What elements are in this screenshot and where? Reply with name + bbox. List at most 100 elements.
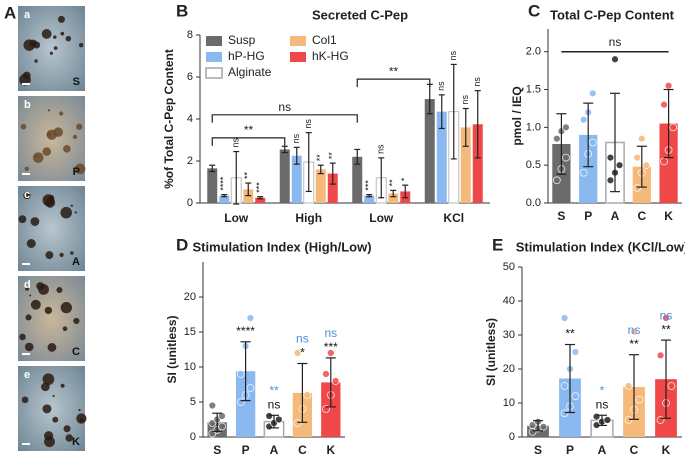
data-point [571, 392, 580, 401]
islet [60, 301, 72, 314]
y-tick-label: 1.0 [526, 121, 541, 133]
islet [73, 317, 80, 325]
data-point [539, 422, 548, 431]
y-axis-label: SI (unitless) [165, 315, 179, 383]
y-tick-label: 10 [184, 361, 196, 373]
significance: **** [219, 176, 229, 191]
data-point [293, 349, 302, 357]
error-bar [305, 132, 312, 193]
bar [436, 111, 447, 203]
error-bar [438, 94, 445, 130]
error-bar [209, 164, 216, 173]
y-tick-label: 10 [503, 397, 515, 409]
error-bar [269, 414, 279, 429]
islet [47, 109, 51, 112]
islet [26, 239, 36, 248]
y-tick-label: 30 [503, 329, 515, 341]
data-point [606, 153, 615, 162]
error-bar [636, 145, 647, 188]
significance: ** [629, 337, 639, 351]
y-tick-label: 4 [187, 113, 193, 125]
error-bar [317, 164, 324, 175]
x-tick-label: High [295, 211, 322, 225]
y-tick-label: 50 [503, 261, 515, 273]
x-tick-label: K [326, 443, 335, 457]
image-letter: e [24, 369, 30, 381]
error-bar [240, 341, 251, 402]
data-point [603, 416, 612, 424]
y-tick-label: 20 [503, 363, 515, 375]
islet [48, 195, 55, 202]
y-tick-label: 0.0 [526, 197, 541, 209]
error-bar [325, 357, 336, 408]
significance: ns [291, 133, 301, 143]
islet [52, 416, 59, 423]
data-point [322, 370, 330, 378]
data-point [633, 183, 642, 192]
x-tick-label: Low [369, 211, 394, 225]
image-group: C [72, 346, 80, 358]
islet [59, 111, 64, 116]
bar [207, 168, 218, 203]
islet [25, 314, 32, 321]
data-point [560, 314, 569, 322]
error-bar [293, 146, 300, 165]
bar [315, 169, 326, 203]
data-point [633, 153, 642, 162]
panel-label: A [4, 3, 16, 22]
islet [78, 408, 81, 412]
y-tick-label: 2.0 [526, 46, 541, 58]
error-bar [629, 354, 639, 420]
data-point [236, 370, 245, 378]
islet [63, 145, 71, 153]
data-point [562, 123, 570, 132]
significance: ns [448, 50, 458, 60]
significance: * [300, 346, 305, 360]
islet [47, 343, 57, 352]
y-axis-label: %of Total C-Pep Content [162, 49, 176, 189]
y-tick-label: 15 [184, 326, 196, 338]
significance: ** [315, 154, 325, 162]
image-group: A [72, 256, 80, 268]
data-point [624, 416, 633, 424]
image-letter: b [24, 99, 31, 111]
data-point [656, 351, 665, 360]
islet [41, 29, 52, 39]
islet [42, 147, 51, 156]
error-bar [474, 90, 481, 159]
islet [53, 46, 58, 50]
islet [60, 31, 65, 36]
x-tick-label: P [242, 443, 250, 457]
islet [29, 39, 38, 48]
significance: ns [268, 397, 281, 411]
bracket-label: ** [244, 123, 254, 137]
x-tick-label: K [662, 443, 671, 457]
bar [579, 134, 598, 203]
legend-label: hP-HG [228, 49, 265, 63]
image-letter: a [24, 9, 31, 21]
bar [352, 156, 363, 203]
error-bar [597, 414, 607, 427]
image-group: P [73, 166, 80, 178]
error-bar [233, 150, 240, 205]
islet [72, 134, 78, 140]
islet [79, 418, 84, 422]
islet [78, 43, 84, 48]
islet [46, 129, 57, 140]
significance: ** [269, 383, 279, 397]
islet [19, 73, 31, 86]
bar [388, 193, 399, 203]
data-point [667, 382, 676, 390]
bar [364, 195, 375, 203]
y-tick-label: 40 [503, 295, 515, 307]
islet [45, 251, 54, 259]
bar [424, 99, 435, 203]
bar [472, 124, 483, 203]
islet [57, 15, 65, 23]
data-point [562, 153, 570, 162]
data-point [236, 398, 245, 406]
error-bar [565, 343, 575, 414]
y-tick-label: 0 [509, 431, 515, 443]
data-point [579, 115, 588, 124]
